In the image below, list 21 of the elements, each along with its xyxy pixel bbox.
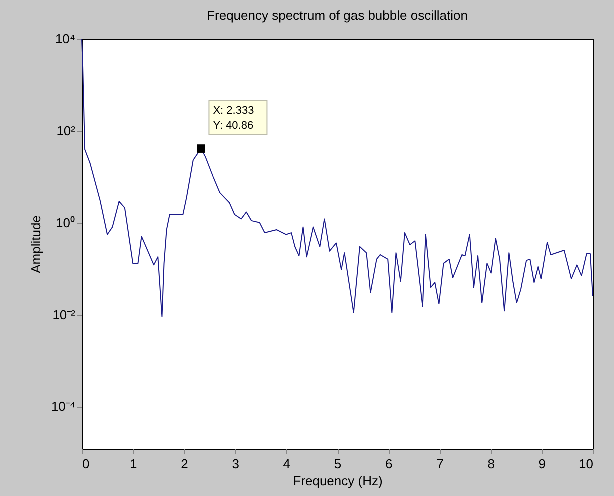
y-tick-label: 10⁻⁴ <box>51 399 76 414</box>
y-tick-label: 10⁻² <box>52 307 76 322</box>
line-series <box>82 38 594 318</box>
x-tick-label: 7 <box>436 456 444 472</box>
x-tick-label: 5 <box>334 456 342 472</box>
x-tick-label: 6 <box>385 456 393 472</box>
y-tick-label: 10⁰ <box>56 215 76 230</box>
annotation: X: 2.333 Y: 40.86 <box>213 104 254 132</box>
x-tick-label: 8 <box>488 456 495 472</box>
y-tick-label: 10⁴ <box>55 32 76 46</box>
x-tick-label: 2 <box>181 456 188 472</box>
x-tick-label: 4 <box>283 456 291 472</box>
x-tick-label: 1 <box>130 456 138 472</box>
x-tick-label: 0 <box>82 456 90 472</box>
x-tick-label: 3 <box>232 456 240 472</box>
x-tick-label: 10 <box>579 456 594 472</box>
y-tick-label: 10² <box>56 123 76 138</box>
x-tick-label: 9 <box>538 456 546 472</box>
y-axis-title: Amplitude <box>28 216 44 274</box>
x-axis-title: Frequency (Hz) <box>293 474 383 488</box>
chart-title: Frequency spectrum of gas bubble oscillation <box>207 8 468 23</box>
